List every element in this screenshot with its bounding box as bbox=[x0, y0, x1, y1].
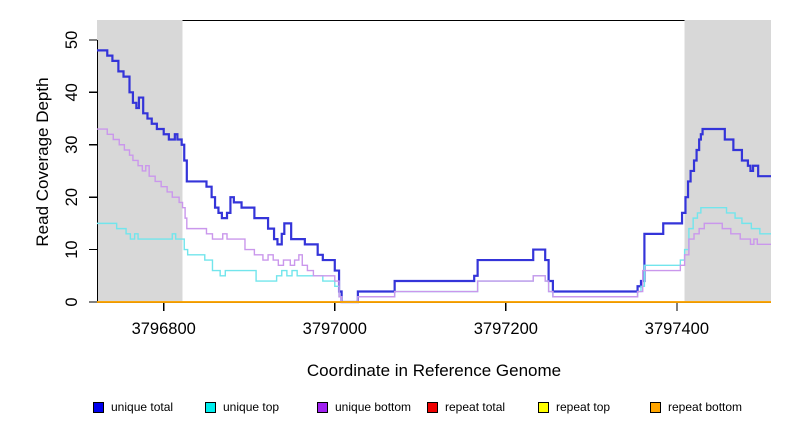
y-tick-label: 30 bbox=[63, 136, 81, 154]
legend-item-unique-top: unique top bbox=[205, 400, 279, 414]
y-tick-label: 0 bbox=[63, 297, 81, 306]
y-axis-title: Read Coverage Depth bbox=[33, 77, 52, 247]
x-tick-label: 3797400 bbox=[645, 320, 709, 338]
legend-label-repeat-total: repeat total bbox=[445, 400, 506, 414]
legend-item-repeat-top: repeat top bbox=[538, 400, 610, 414]
legend-item-unique-total: unique total bbox=[93, 400, 173, 414]
legend-label-unique-top: unique top bbox=[223, 400, 280, 414]
legend-swatch-repeat-total bbox=[427, 401, 438, 413]
legend-swatch-repeat-top bbox=[538, 401, 549, 413]
legend-item-repeat-total: repeat total bbox=[427, 400, 505, 414]
legend-swatch-repeat-bottom bbox=[650, 401, 661, 413]
legend-label-unique-bottom: unique bottom bbox=[335, 400, 412, 414]
legend-label-unique-total: unique total bbox=[111, 400, 174, 414]
series-line-unique-top bbox=[97, 206, 771, 303]
legend: unique total unique top unique bottom re… bbox=[0, 400, 792, 420]
y-tick-label: 50 bbox=[63, 31, 81, 49]
shaded-repeat-region bbox=[684, 20, 771, 302]
x-tick-label: 3796800 bbox=[132, 320, 196, 338]
legend-swatch-unique-top bbox=[205, 401, 216, 413]
series-line-unique-total bbox=[97, 49, 771, 304]
y-tick-label: 20 bbox=[63, 188, 81, 206]
x-tick-label: 3797000 bbox=[303, 320, 367, 338]
legend-item-unique-bottom: unique bottom bbox=[317, 400, 411, 414]
x-tick-label: 3797200 bbox=[474, 320, 538, 338]
shaded-repeat-region bbox=[97, 20, 183, 302]
legend-swatch-unique-bottom bbox=[317, 401, 328, 413]
legend-label-repeat-bottom: repeat bottom bbox=[668, 400, 743, 414]
x-axis-title: Coordinate in Reference Genome bbox=[306, 361, 562, 380]
y-tick-label: 40 bbox=[63, 83, 81, 101]
legend-swatch-unique-total bbox=[93, 401, 104, 413]
legend-label-repeat-top: repeat top bbox=[556, 400, 611, 414]
legend-item-repeat-bottom: repeat bottom bbox=[650, 400, 742, 414]
series-line-unique-bottom bbox=[97, 128, 771, 303]
y-tick-label: 10 bbox=[63, 240, 81, 258]
